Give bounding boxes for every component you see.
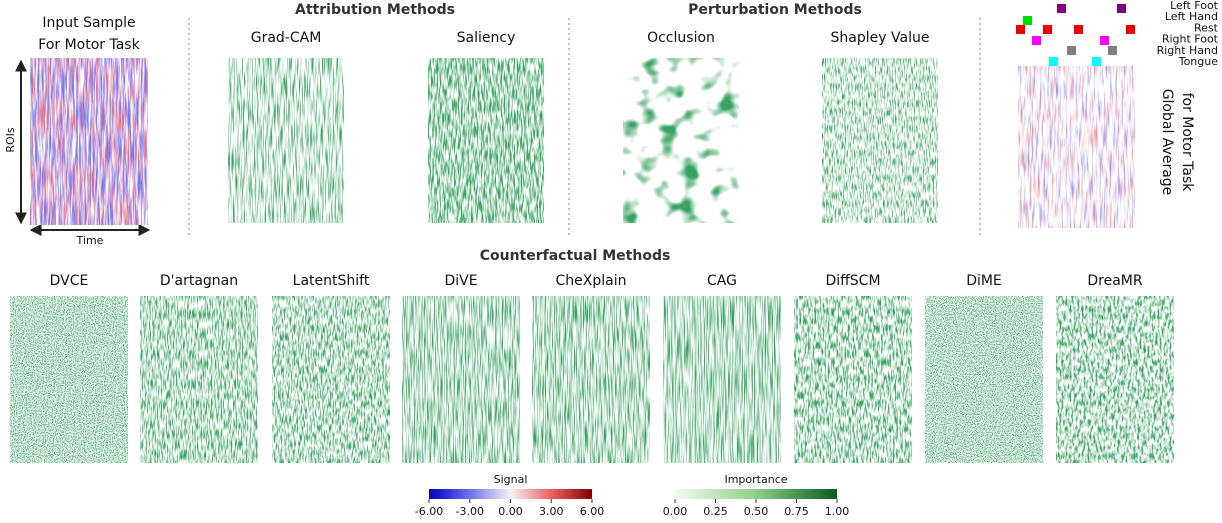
legend-marker xyxy=(1100,36,1109,45)
legend-marker xyxy=(1074,25,1083,34)
method-label: DVCE xyxy=(50,273,89,289)
method-label: DiVE xyxy=(444,273,477,289)
heatmap xyxy=(1056,296,1174,463)
colorbar-tick-label: 0.25 xyxy=(703,505,728,518)
section-title: Perturbation Methods xyxy=(688,2,862,18)
heatmap xyxy=(428,58,544,223)
method-label: DreaMR xyxy=(1087,273,1143,289)
legend-marker xyxy=(1023,16,1032,25)
colorbar-title: Signal xyxy=(494,473,528,486)
heatmap xyxy=(1018,66,1135,228)
legend-marker xyxy=(1108,46,1117,55)
legend-marker xyxy=(1043,25,1052,34)
legend-label: Right Hand xyxy=(1157,44,1218,57)
legend-label: Left Foot xyxy=(1170,0,1219,12)
colorbar-tick-label: 0.75 xyxy=(784,505,809,518)
method-label: Occlusion xyxy=(647,30,715,46)
legend-marker xyxy=(1049,57,1058,66)
heatmap xyxy=(663,296,781,463)
method-label: Saliency xyxy=(457,30,516,46)
input-title: Input Sample xyxy=(42,15,135,31)
colorbar-tick-label: 6.00 xyxy=(580,505,605,518)
legend-marker xyxy=(1092,57,1101,66)
method-label: LatentShift xyxy=(293,273,370,289)
colorbar-tick-label: 3.00 xyxy=(539,505,564,518)
heatmap xyxy=(623,58,739,223)
method-label: CheXplain xyxy=(556,273,627,289)
section-title: Attribution Methods xyxy=(295,2,455,18)
legend-marker xyxy=(1032,36,1041,45)
heatmap xyxy=(794,296,912,463)
heatmap xyxy=(228,58,344,223)
legend-marker xyxy=(1117,4,1126,13)
method-label: Shapley Value xyxy=(831,30,930,46)
heatmap xyxy=(925,296,1043,463)
colorbar-tick-label: -3.00 xyxy=(456,505,484,518)
input-title: For Motor Task xyxy=(38,37,140,53)
legend-marker xyxy=(1126,25,1135,34)
colorbar-tick-label: 0.00 xyxy=(498,505,523,518)
legend-marker xyxy=(1057,4,1066,13)
colorbar xyxy=(675,489,837,499)
legend-label: Left Hand xyxy=(1165,10,1218,23)
legend-label: Rest xyxy=(1194,21,1219,34)
y-axis-label: ROIs xyxy=(4,127,17,153)
colorbar-tick-label: 0.00 xyxy=(663,505,688,518)
heatmap xyxy=(10,296,128,463)
heatmap xyxy=(140,296,258,463)
method-label: D'artagnan xyxy=(160,273,238,289)
global-title: for Motor Task xyxy=(1179,93,1195,193)
colorbar-tick-label: -6.00 xyxy=(415,505,443,518)
heatmap xyxy=(532,296,650,463)
method-label: Grad-CAM xyxy=(251,30,322,46)
heatmap xyxy=(822,58,938,223)
colorbar xyxy=(429,489,592,499)
section-title: Counterfactual Methods xyxy=(480,248,671,264)
colorbar-tick-label: 1.00 xyxy=(825,505,850,518)
legend-marker xyxy=(1016,25,1025,34)
global-title: Global Average xyxy=(1159,89,1175,196)
x-axis-label: Time xyxy=(76,234,104,247)
legend-label: Right Foot xyxy=(1162,33,1219,46)
legend-marker xyxy=(1067,46,1076,55)
colorbar-title: Importance xyxy=(724,473,787,486)
legend-label: Tongue xyxy=(1178,55,1219,68)
method-label: DiME xyxy=(966,273,1002,289)
colorbar-tick-label: 0.50 xyxy=(744,505,769,518)
method-label: CAG xyxy=(707,273,737,289)
heatmap xyxy=(30,58,148,225)
heatmap xyxy=(402,296,520,463)
method-label: DiffSCM xyxy=(825,273,880,289)
heatmap xyxy=(272,296,390,463)
